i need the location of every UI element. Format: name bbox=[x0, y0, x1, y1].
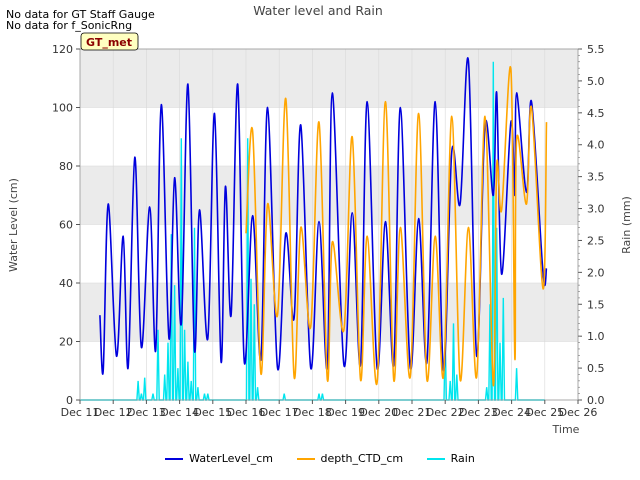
y-tick-label: 0 bbox=[66, 394, 73, 407]
x-tick-label: Dec 15 bbox=[193, 406, 232, 419]
x-tick-label: Dec 16 bbox=[227, 406, 266, 419]
x-tick-label: Dec 20 bbox=[359, 406, 398, 419]
y-tick-label: 40 bbox=[59, 277, 73, 290]
y-tick-label: 120 bbox=[52, 43, 73, 56]
x-tick-label: Dec 17 bbox=[260, 406, 299, 419]
x-tick-label: Dec 13 bbox=[127, 406, 166, 419]
x-tick-label: Dec 26 bbox=[559, 406, 598, 419]
x-tick-label: Dec 11 bbox=[61, 406, 100, 419]
x-tick-label: Dec 23 bbox=[459, 406, 498, 419]
y2-tick-label: 3.5 bbox=[587, 171, 605, 184]
y2-tick-label: 3.0 bbox=[587, 203, 605, 216]
y2-tick-label: 5.0 bbox=[587, 75, 605, 88]
legend-label-depth: depth_CTD_cm bbox=[320, 452, 404, 465]
x-axis-label: Time bbox=[552, 423, 580, 436]
x-tick-label: Dec 24 bbox=[492, 406, 531, 419]
background-band bbox=[80, 49, 578, 108]
chart-title: Water level and Rain bbox=[253, 3, 383, 18]
note-staff-gauge: No data for GT Staff Gauge bbox=[6, 8, 155, 21]
note-sonic-rng: No data for f_SonicRng bbox=[6, 19, 133, 32]
legend-label-rain: Rain bbox=[450, 452, 475, 465]
badge-label: GT_met bbox=[86, 36, 132, 49]
x-tick-label: Dec 25 bbox=[525, 406, 564, 419]
legend-item-rain: Rain bbox=[426, 452, 475, 465]
legend-swatch-waterlevel bbox=[165, 458, 184, 460]
y2-tick-label: 4.5 bbox=[587, 107, 605, 120]
x-tick-label: Dec 19 bbox=[326, 406, 365, 419]
y-tick-label: 80 bbox=[59, 160, 73, 173]
depth-line bbox=[245, 65, 548, 387]
legend-item-depth: depth_CTD_cm bbox=[296, 452, 404, 465]
waterlevel-line bbox=[99, 57, 548, 375]
gt-met-badge: GT_met bbox=[80, 32, 139, 51]
y-tick-label: 20 bbox=[59, 336, 73, 349]
y2-tick-label: 1.0 bbox=[587, 330, 605, 343]
y-tick-label: 100 bbox=[52, 102, 73, 115]
y2-tick-label: 4.0 bbox=[587, 139, 605, 152]
y2-tick-label: 1.5 bbox=[587, 298, 605, 311]
y-tick-label: 60 bbox=[59, 219, 73, 232]
legend: WaterLevel_cm depth_CTD_cm Rain bbox=[0, 452, 640, 465]
y2-axis-label: Rain (mm) bbox=[620, 196, 633, 254]
y2-tick-label: 0.0 bbox=[587, 394, 605, 407]
y2-tick-label: 2.5 bbox=[587, 234, 605, 247]
series-lines bbox=[80, 57, 548, 401]
x-tick-label: Dec 18 bbox=[293, 406, 332, 419]
legend-item-waterlevel: WaterLevel_cm bbox=[165, 452, 273, 465]
legend-swatch-depth bbox=[296, 458, 315, 460]
x-tick-label: Dec 22 bbox=[426, 406, 465, 419]
axes: 0 20 40 60 80 100 120 0.0 0.5 1.0 1.5 2.0 2.5 3.0 3.5 4… bbox=[52, 43, 605, 419]
badge-box bbox=[80, 32, 139, 51]
x-tick-label: Dec 14 bbox=[160, 406, 199, 419]
y2-tick-label: 2.0 bbox=[587, 266, 605, 279]
legend-swatch-rain bbox=[426, 458, 445, 460]
y2-tick-label: 0.5 bbox=[587, 362, 605, 375]
y-axis-label: Water Level (cm) bbox=[7, 178, 20, 272]
x-tick-label: Dec 12 bbox=[94, 406, 133, 419]
x-tick-label: Dec 21 bbox=[393, 406, 432, 419]
legend-label-waterlevel: WaterLevel_cm bbox=[189, 452, 273, 465]
y2-tick-label: 5.5 bbox=[587, 43, 605, 56]
